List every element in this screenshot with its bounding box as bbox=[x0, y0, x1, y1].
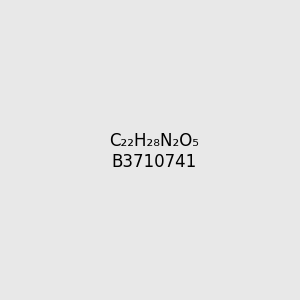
Text: C₂₂H₂₈N₂O₅
B3710741: C₂₂H₂₈N₂O₅ B3710741 bbox=[109, 132, 199, 171]
